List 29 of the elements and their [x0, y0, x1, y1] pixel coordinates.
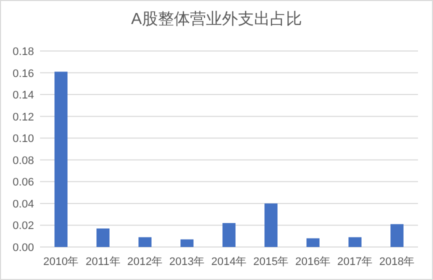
bar	[264, 203, 278, 247]
x-tick-label: 2017年	[337, 256, 373, 268]
bar	[348, 237, 362, 247]
y-tick-label: 0.12	[12, 111, 34, 124]
y-tick-label: 0.02	[12, 220, 34, 232]
y-tick-label: 0.00	[12, 242, 34, 254]
x-tick-label: 2010年	[43, 256, 79, 268]
y-tick-label: 0.16	[12, 68, 34, 80]
bar	[96, 228, 110, 247]
bar	[54, 72, 68, 247]
x-tick-label: 2013年	[169, 256, 205, 268]
bar	[306, 238, 320, 247]
bar	[180, 239, 194, 247]
bar	[138, 237, 152, 247]
bar	[222, 223, 236, 247]
y-tick-label: 0.18	[12, 46, 34, 58]
x-tick-label: 2015年	[253, 256, 289, 268]
y-tick-label: 0.14	[12, 90, 34, 102]
y-tick-label: 0.06	[12, 176, 34, 189]
y-tick-label: 0.10	[12, 133, 34, 146]
y-tick-label: 0.04	[12, 198, 34, 210]
x-tick-label: 2018年	[379, 256, 415, 268]
x-tick-label: 2016年	[295, 256, 331, 268]
x-tick-label: 2014年	[211, 256, 247, 268]
y-tick-label: 0.08	[12, 154, 34, 167]
x-tick-label: 2011年	[86, 256, 120, 268]
chart-title: A股整体营业外支出占比	[131, 10, 302, 28]
bar	[390, 224, 404, 247]
x-tick-label: 2012年	[127, 256, 163, 268]
